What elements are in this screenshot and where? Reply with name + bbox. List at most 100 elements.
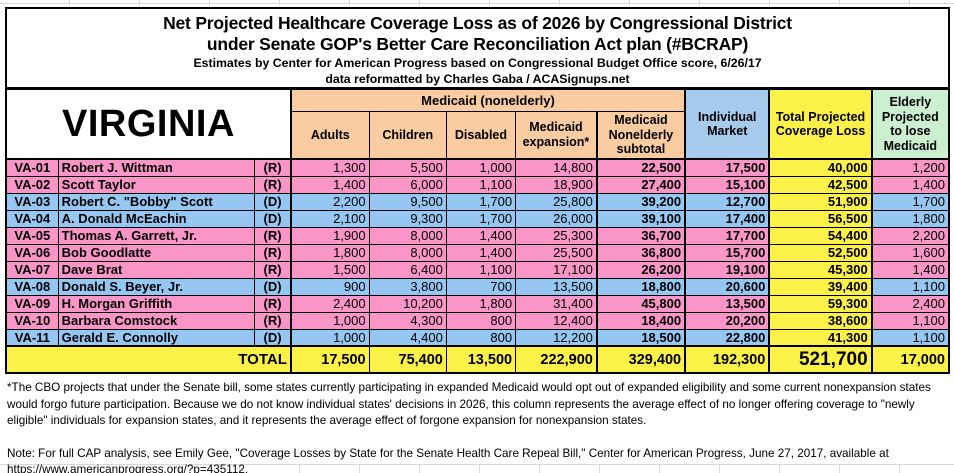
total-row-label: TOTAL [5,345,292,374]
adults-cell: 1,800 [289,243,370,262]
adults-cell: 1,300 [289,158,370,177]
children-cell: 4,400 [368,328,447,347]
district-cell: VA-02 [5,175,59,194]
district-row: VA-05 Thomas A. Garrett, Jr. (R) 1,900 8… [5,226,950,245]
total-subtotal-cell: 329,400 [595,345,686,374]
district-cell: VA-11 [5,328,59,347]
children-cell: 9,300 [368,209,447,228]
adults-cell: 900 [289,277,370,296]
medicaid-expansion-cell: 18,900 [515,175,598,194]
disabled-cell: 1,000 [445,158,517,177]
elderly-medicaid-cell: 1,100 [870,328,950,347]
disabled-cell: 1,400 [445,243,517,262]
total-coverage-loss-cell: 38,600 [768,311,873,330]
total-disabled-cell: 13,500 [445,345,517,374]
individual-market-cell: 12,700 [684,192,770,211]
medicaid-subtotal-cell: 27,400 [595,175,686,194]
individual-market-cell: 19,100 [684,260,770,279]
adults-cell: 1,000 [289,311,370,330]
district-cell: VA-08 [5,277,59,296]
adults-cell: 2,100 [289,209,370,228]
party-cell: (R) [254,311,292,330]
total-coverage-loss-cell: 54,400 [768,226,873,245]
medicaid-subtotal-cell: 18,800 [595,277,686,296]
total-coverage-loss-cell: 39,400 [768,277,873,296]
district-cell: VA-09 [5,294,59,313]
title-credit-gaba: data reformatted by Charles Gaba / ACASi… [325,72,630,86]
column-header-children: Children [368,110,447,160]
column-header-adults: Adults [289,110,370,160]
party-cell: (D) [254,192,292,211]
medicaid-subtotal-cell: 26,200 [595,260,686,279]
sheet-gridline-ticks-bottom [0,464,954,473]
total-coverage-loss-cell: 56,500 [768,209,873,228]
medicaid-expansion-cell: 12,200 [515,328,598,347]
individual-market-cell: 22,800 [684,328,770,347]
elderly-medicaid-cell: 1,100 [870,277,950,296]
party-cell: (D) [254,277,292,296]
total-individual-market-cell: 192,300 [684,345,770,374]
district-row: VA-10 Barbara Comstock (R) 1,000 4,300 8… [5,311,950,330]
total-coverage-loss-cell: 52,500 [768,243,873,262]
elderly-medicaid-cell: 2,200 [870,226,950,245]
district-row: VA-06 Bob Goodlatte (R) 1,800 8,000 1,40… [5,243,950,262]
total-coverage-loss-cell: 40,000 [768,158,873,177]
party-cell: (R) [254,294,292,313]
elderly-medicaid-cell: 1,600 [870,243,950,262]
adults-cell: 2,200 [289,192,370,211]
representative-name-cell: Robert J. Wittman [57,158,256,177]
district-cell: VA-07 [5,260,59,279]
medicaid-expansion-cell: 12,400 [515,311,598,330]
column-header-medicaid-expansion: Medicaid expansion* [515,110,598,160]
column-header-elderly-medicaid: Elderly Projected to lose Medicaid [870,88,950,160]
adults-cell: 1,900 [289,226,370,245]
individual-market-cell: 15,100 [684,175,770,194]
disabled-cell: 1,100 [445,260,517,279]
sheet-gridline-top [0,3,954,4]
medicaid-expansion-cell: 31,400 [515,294,598,313]
disabled-cell: 800 [445,328,517,347]
district-row: VA-02 Scott Taylor (R) 1,400 6,000 1,100… [5,175,950,194]
medicaid-subtotal-cell: 45,800 [595,294,686,313]
total-adults-cell: 17,500 [289,345,370,374]
representative-name-cell: Thomas A. Garrett, Jr. [57,226,256,245]
disabled-cell: 1,400 [445,226,517,245]
disabled-cell: 1,700 [445,209,517,228]
elderly-medicaid-cell: 1,400 [870,175,950,194]
district-row: VA-08 Donald S. Beyer, Jr. (D) 900 3,800… [5,277,950,296]
district-cell: VA-01 [5,158,59,177]
representative-name-cell: Donald S. Beyer, Jr. [57,277,256,296]
total-coverage-loss-cell: 45,300 [768,260,873,279]
individual-market-cell: 20,200 [684,311,770,330]
district-row: VA-07 Dave Brat (R) 1,500 6,400 1,100 17… [5,260,950,279]
elderly-medicaid-cell: 1,100 [870,311,950,330]
medicaid-subtotal-cell: 18,400 [595,311,686,330]
medicaid-subtotal-cell: 18,500 [595,328,686,347]
party-cell: (R) [254,175,292,194]
district-row: VA-09 H. Morgan Griffith (R) 2,400 10,20… [5,294,950,313]
footnote-cap-analysis: Note: For full CAP analysis, see Emily G… [7,446,889,473]
adults-cell: 1,000 [289,328,370,347]
children-cell: 6,400 [368,260,447,279]
elderly-medicaid-cell: 2,400 [870,294,950,313]
medicaid-expansion-cell: 25,300 [515,226,598,245]
individual-market-cell: 13,500 [684,294,770,313]
disabled-cell: 1,700 [445,192,517,211]
disabled-cell: 1,800 [445,294,517,313]
individual-market-cell: 15,700 [684,243,770,262]
party-cell: (R) [254,260,292,279]
total-coverage-loss-cell: 51,900 [768,192,873,211]
medicaid-expansion-cell: 13,500 [515,277,598,296]
title-line-2: under Senate GOP's Better Care Reconcili… [206,34,749,54]
total-row: TOTAL 17,500 75,400 13,500 222,900 329,4… [5,345,950,374]
representative-name-cell: Barbara Comstock [57,311,256,330]
medicaid-expansion-cell: 17,100 [515,260,598,279]
district-cell: VA-04 [5,209,59,228]
party-cell: (R) [254,158,292,177]
column-header-disabled: Disabled [445,110,517,160]
children-cell: 6,000 [368,175,447,194]
total-children-cell: 75,400 [368,345,447,374]
party-cell: (D) [254,328,292,347]
individual-market-cell: 17,700 [684,226,770,245]
footnote-expansion: *The CBO projects that under the Senate … [7,381,931,427]
